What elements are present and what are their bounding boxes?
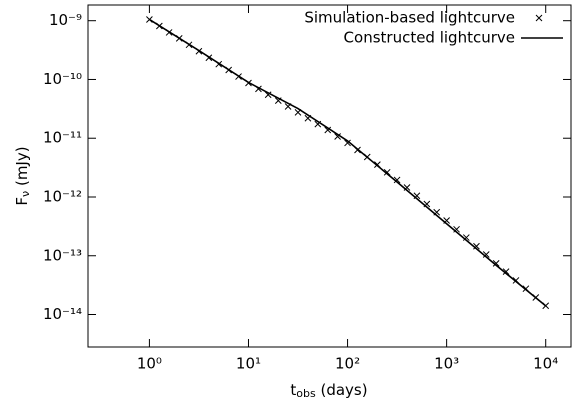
legend-marker [535, 14, 543, 22]
legend-label: Simulation-based lightcurve [304, 9, 515, 27]
plot-frame [87, 4, 572, 348]
data-point [344, 139, 351, 147]
y-label-main: F [13, 197, 31, 206]
data-point [334, 133, 341, 140]
y-tick-label: 10⁻⁹ [49, 11, 82, 29]
x-label-main: t [290, 381, 296, 399]
data-point [482, 251, 490, 258]
y-tick-label: 10⁻¹² [43, 187, 82, 205]
data-point [324, 126, 332, 134]
x-tick-label: 10³ [434, 355, 459, 373]
legend-label: Constructed lightcurve [344, 29, 515, 47]
y-tick-label: 10⁻¹⁴ [43, 305, 82, 323]
data-point [473, 242, 480, 250]
data-point [492, 260, 500, 267]
x-tick-label: 10² [335, 355, 360, 373]
data-point [383, 168, 391, 176]
data-point [393, 176, 401, 184]
y-axis-label: Fν (mJy) [13, 146, 33, 205]
data-point [502, 268, 510, 275]
x-tick-label: 10⁰ [137, 355, 162, 373]
x-tick-label: 10¹ [236, 355, 261, 373]
x-label-rest: (days) [316, 381, 368, 399]
data-line [148, 18, 547, 307]
x-tick-label: 10⁴ [533, 355, 558, 373]
y-tick-label: 10⁻¹¹ [43, 129, 82, 147]
y-label-sub: ν [19, 191, 32, 197]
data-point [264, 91, 272, 99]
x-axis-label: tobs (days) [290, 381, 367, 401]
y-label-rest: (mJy) [13, 146, 31, 190]
y-tick-label: 10⁻¹⁰ [43, 70, 82, 88]
x-label-sub: obs [296, 387, 316, 400]
y-tick-label: 10⁻¹³ [43, 246, 82, 264]
